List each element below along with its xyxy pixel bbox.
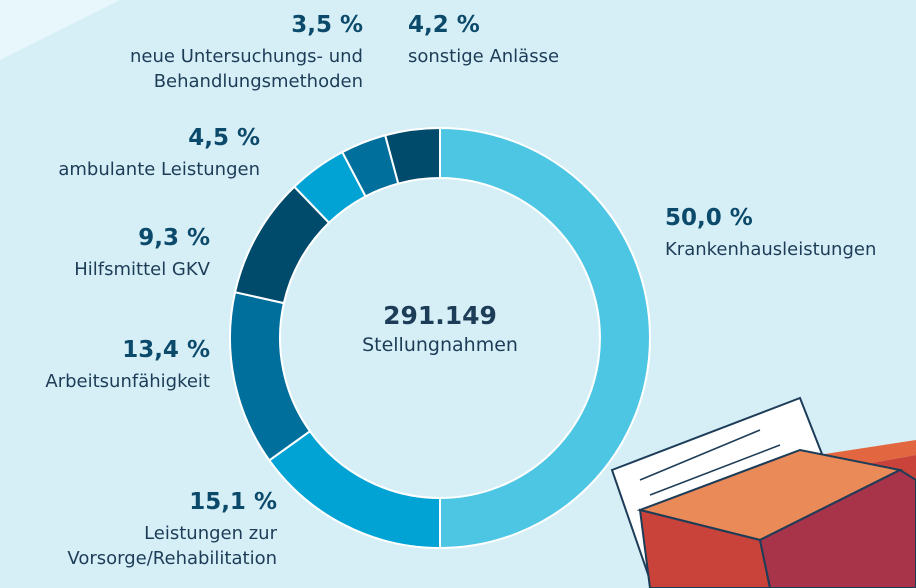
segment-label: 3,5 % neue Untersuchungs- und Behandlungs… bbox=[105, 10, 363, 94]
center-subtitle: Stellungnahmen bbox=[340, 332, 540, 358]
page: 291.149 Stellungnahmen 50,0 % Krankenhaus… bbox=[0, 0, 916, 588]
center-title: 291.149 bbox=[340, 300, 540, 332]
category-label: Arbeitsunfähigkeit bbox=[0, 369, 210, 394]
donut-segment bbox=[230, 292, 310, 460]
category-label: Hilfsmittel GKV bbox=[0, 257, 210, 282]
category-label: sonstige Anlässe bbox=[408, 44, 658, 69]
segment-label: 9,3 % Hilfsmittel GKV bbox=[0, 223, 210, 282]
segment-label: 50,0 % Krankenhausleistungen bbox=[665, 203, 916, 262]
value-label: 4,5 % bbox=[0, 123, 260, 153]
value-label: 13,4 % bbox=[0, 335, 210, 365]
segment-label: 4,2 % sonstige Anlässe bbox=[408, 10, 658, 69]
category-label: ambulante Leistungen bbox=[0, 157, 260, 182]
segment-label: 13,4 % Arbeitsunfähigkeit bbox=[0, 335, 210, 394]
segment-label: 15,1 % Leistungen zur Vorsorge/Rehabilita… bbox=[62, 487, 277, 571]
value-label: 9,3 % bbox=[0, 223, 210, 253]
corner-shape bbox=[0, 0, 120, 60]
segment-label: 4,5 % ambulante Leistungen bbox=[0, 123, 260, 182]
category-label: neue Untersuchungs- und Behandlungsmetho… bbox=[105, 44, 363, 94]
value-label: 4,2 % bbox=[408, 10, 658, 40]
value-label: 3,5 % bbox=[105, 10, 363, 40]
illustration bbox=[612, 398, 916, 588]
category-label: Krankenhausleistungen bbox=[665, 237, 916, 262]
donut-segment bbox=[269, 431, 440, 548]
value-label: 15,1 % bbox=[62, 487, 277, 517]
category-label: Leistungen zur Vorsorge/Rehabilitation bbox=[62, 521, 277, 571]
value-label: 50,0 % bbox=[665, 203, 916, 233]
center-label: 291.149 Stellungnahmen bbox=[340, 300, 540, 358]
